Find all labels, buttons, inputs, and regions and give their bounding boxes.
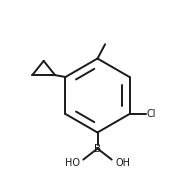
- Text: Cl: Cl: [147, 109, 156, 119]
- Text: OH: OH: [115, 158, 130, 168]
- Text: B: B: [94, 144, 101, 154]
- Text: HO: HO: [65, 158, 80, 168]
